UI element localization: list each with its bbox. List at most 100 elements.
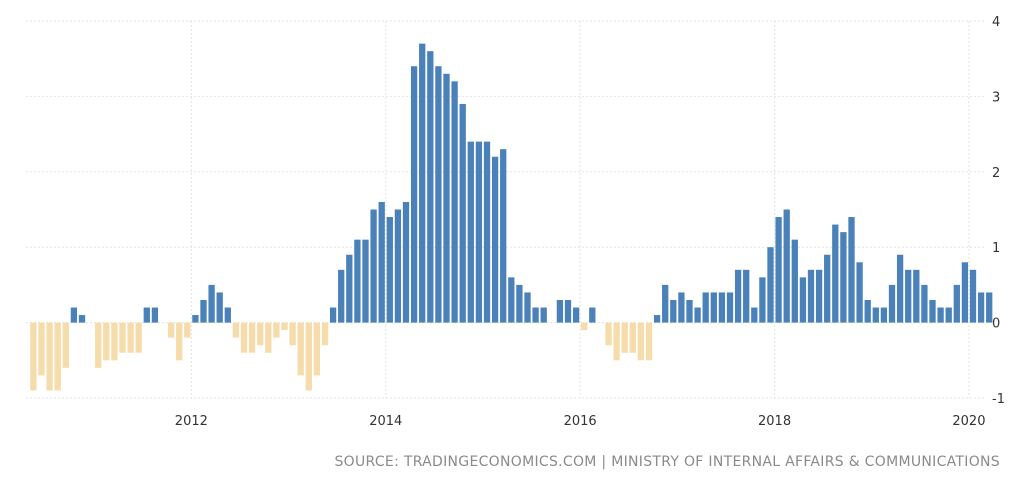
y-tick-label: -1: [992, 392, 1005, 407]
bar: [743, 269, 750, 323]
bar: [305, 322, 312, 391]
bar: [686, 299, 693, 323]
bar: [508, 277, 515, 323]
bar: [491, 156, 499, 323]
bar: [751, 307, 758, 323]
bar: [896, 254, 904, 323]
bar: [637, 322, 645, 361]
bar: [475, 141, 483, 323]
bar: [119, 322, 126, 353]
bar: [888, 284, 896, 323]
bar: [224, 307, 231, 323]
bar: [362, 239, 369, 323]
bar: [532, 307, 539, 323]
bar: [62, 322, 69, 368]
bar: [678, 292, 685, 323]
bar: [767, 247, 774, 323]
bar: [718, 292, 726, 323]
bar: [662, 284, 669, 323]
bar: [402, 201, 410, 323]
bar: [815, 269, 823, 323]
bar: [945, 307, 952, 323]
bar: [516, 284, 523, 323]
bar: [370, 209, 377, 323]
bar: [913, 269, 920, 323]
bar: [953, 284, 960, 323]
bar: [394, 209, 402, 323]
bars-layer: [30, 43, 993, 391]
bar: [70, 307, 78, 323]
bar: [605, 322, 612, 346]
y-tick-label: 3: [992, 90, 1000, 105]
bar: [103, 322, 110, 361]
bar: [192, 315, 199, 323]
bar: [273, 322, 280, 338]
bar: [961, 262, 969, 323]
bar: [905, 269, 912, 323]
bar: [208, 284, 215, 323]
bar: [572, 307, 580, 323]
bar: [167, 322, 175, 338]
bar: [783, 209, 790, 323]
grid-layer: [26, 20, 985, 399]
x-tick-label: 2018: [758, 414, 791, 429]
bar: [176, 322, 183, 361]
bar: [135, 322, 142, 353]
bar: [807, 269, 815, 323]
bar: [759, 277, 766, 323]
bar: [556, 299, 564, 323]
bar: [248, 322, 256, 353]
bar: [321, 322, 329, 346]
bar: [467, 141, 474, 323]
bar: [427, 51, 434, 323]
bar: [832, 224, 839, 323]
bar: [232, 322, 240, 338]
source-text: SOURCE: TRADINGECONOMICS.COM | MINISTRY …: [334, 454, 1000, 470]
bar: [929, 299, 936, 323]
bar: [734, 269, 742, 323]
bar: [483, 141, 491, 323]
bar: [265, 322, 272, 353]
bar: [378, 201, 385, 323]
bar: [443, 73, 450, 323]
y-tick-label: 4: [992, 15, 1000, 30]
bar: [289, 322, 296, 346]
bar: [500, 149, 507, 323]
bar: [937, 307, 944, 323]
bar: [969, 269, 977, 323]
bar: [143, 307, 150, 323]
bar: [240, 322, 248, 353]
bar: [694, 307, 701, 323]
bar: [880, 307, 888, 323]
bar: [653, 315, 661, 323]
bar: [111, 322, 118, 361]
bar: [151, 307, 159, 323]
bar: [840, 232, 847, 323]
bar: [459, 103, 466, 323]
bar: [986, 292, 993, 323]
bar: [799, 277, 807, 323]
y-tick-label: 2: [992, 166, 1000, 181]
bar: [977, 292, 985, 323]
bar: [670, 299, 677, 323]
bar: [564, 299, 572, 323]
bar: [410, 66, 418, 323]
bar: [200, 299, 207, 323]
bar: [354, 239, 361, 323]
bar: [216, 292, 223, 323]
bar: [581, 322, 588, 331]
bar: [848, 217, 855, 323]
bar: [38, 322, 45, 376]
bar: [540, 307, 547, 323]
bar: [297, 322, 304, 376]
bar: [451, 81, 458, 323]
bar: [95, 322, 102, 368]
bar: [419, 43, 426, 323]
bar: [589, 307, 596, 323]
bar: [184, 322, 191, 338]
bar: [791, 239, 798, 323]
bar: [621, 322, 628, 353]
bar: [30, 322, 37, 391]
bar: [257, 322, 264, 346]
y-tick-label: 1: [992, 241, 1000, 256]
